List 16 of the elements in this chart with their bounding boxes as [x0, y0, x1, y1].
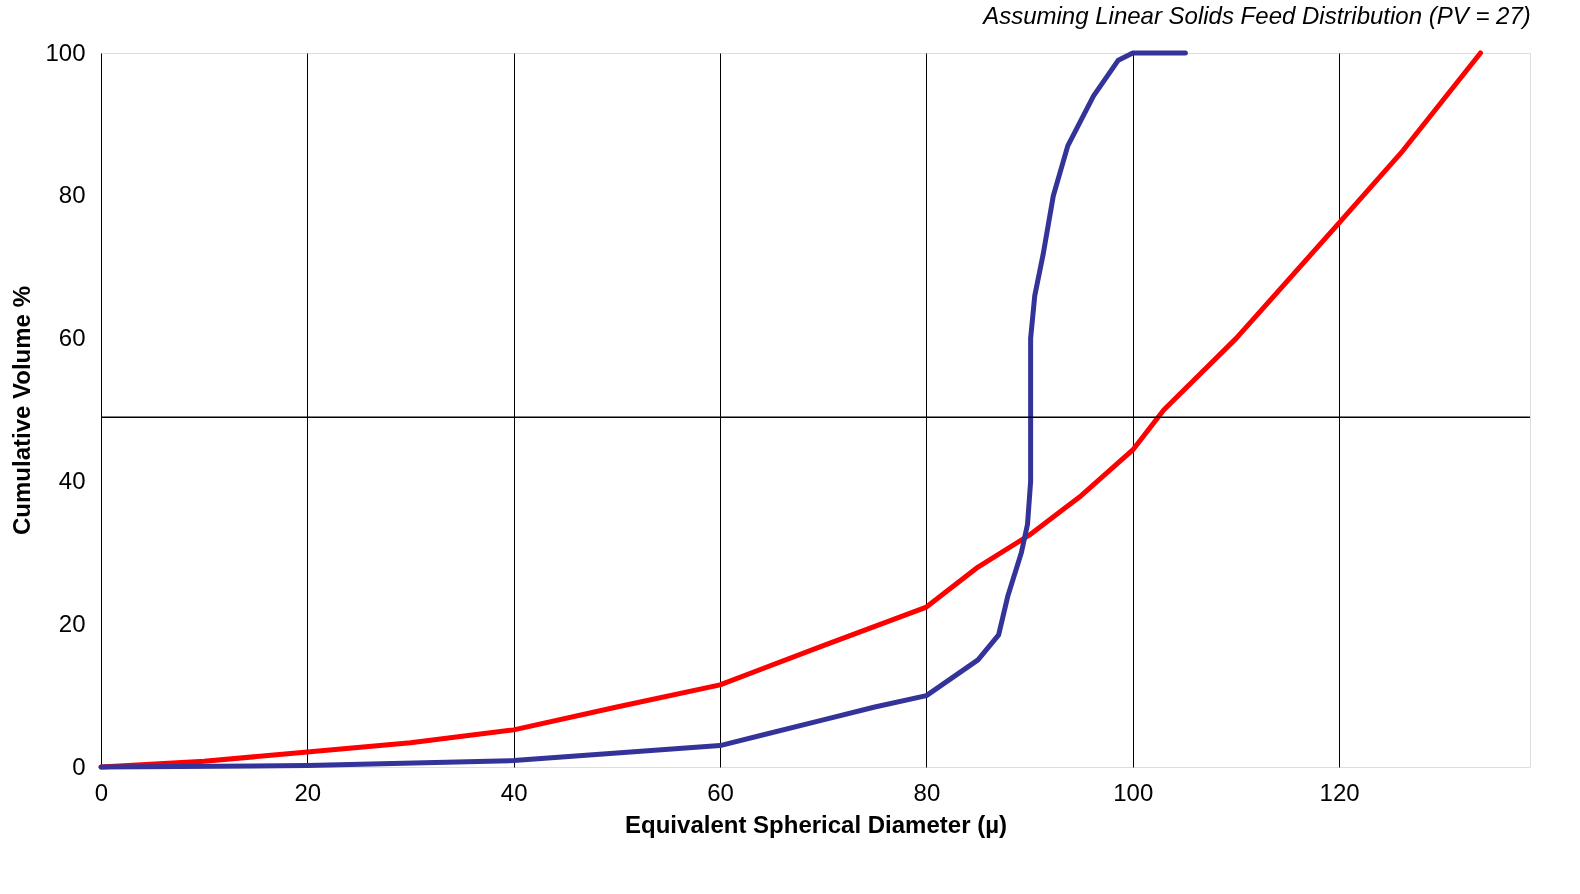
x-tick-label: 0 [94, 778, 109, 806]
x-tick-label: 40 [500, 778, 528, 806]
y-tick-label: 100 [45, 38, 86, 66]
y-tick-label: 80 [58, 181, 86, 209]
x-tick-label: 60 [707, 778, 734, 806]
y-tick-label: 40 [58, 466, 86, 494]
y-tick-label: 20 [58, 609, 86, 637]
x-tick-label: 100 [1113, 778, 1154, 806]
x-tick-label: 20 [294, 778, 322, 806]
text: Assuming Linear Solids Feed Distribution (PV = 27) [981, 2, 1531, 29]
x-axis-title: Equivalent Spherical Diameter (µ) [625, 810, 1007, 838]
x-tick-label: 80 [913, 778, 941, 806]
y-tick-label: 60 [58, 324, 86, 352]
x-tick-label: 120 [1319, 778, 1360, 806]
y-tick-label: 0 [72, 752, 86, 780]
y-axis-title: Cumulative Volume % [8, 286, 36, 535]
